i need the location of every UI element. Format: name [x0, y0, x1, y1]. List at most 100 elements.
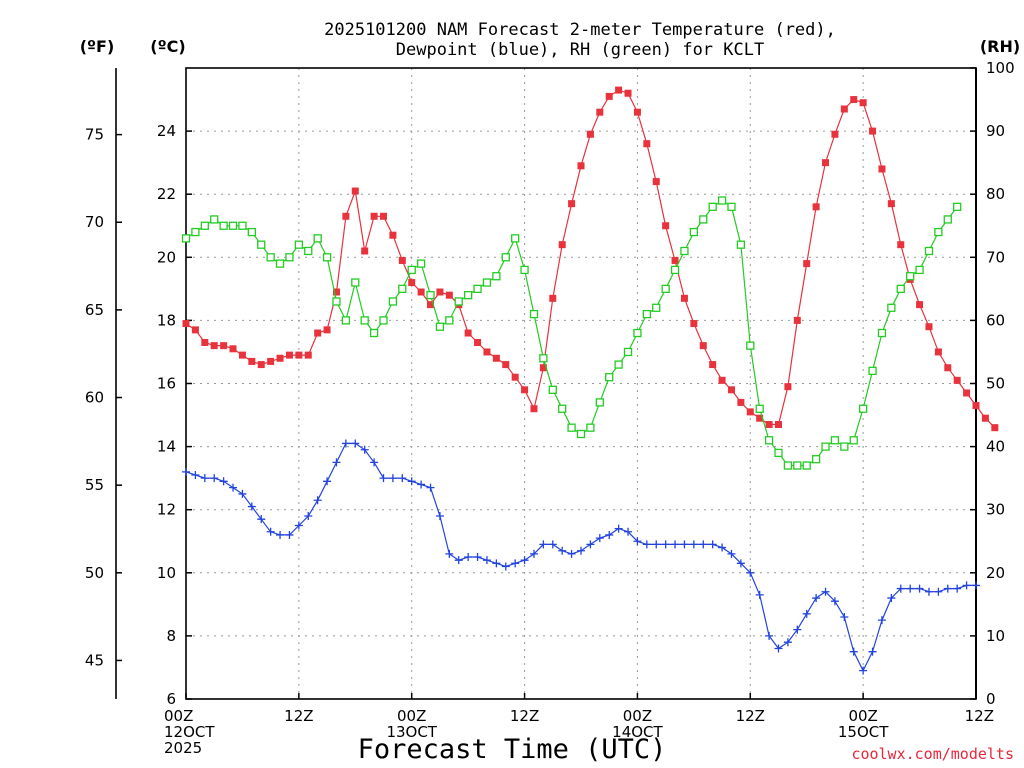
dewpoint-point [849, 647, 858, 656]
rh-point [595, 398, 604, 407]
2-meter-temperature-point [229, 345, 237, 353]
rh-point [398, 284, 407, 294]
2-meter-temperature-point [727, 386, 735, 394]
dewpoint-point [426, 483, 435, 492]
2-meter-temperature-point [934, 348, 942, 356]
2-meter-temperature-point [765, 421, 773, 429]
celsius-tick-label: 20 [157, 248, 176, 266]
2-meter-temperature-point [737, 398, 745, 406]
rh-point [529, 309, 539, 319]
rh-point [473, 284, 482, 294]
time-tick-label: 00Z [164, 707, 193, 725]
2-meter-temperature-point [445, 291, 453, 299]
rh-point [670, 265, 680, 275]
2-meter-temperature-point [304, 351, 312, 359]
dewpoint-point [577, 546, 585, 555]
2-meter-temperature-point [492, 354, 500, 362]
dewpoint-point [953, 584, 962, 593]
2-meter-temperature-point [972, 402, 980, 410]
dewpoint-point [435, 512, 444, 521]
dewpoint-point [548, 540, 557, 549]
dewpoint-point [191, 470, 200, 479]
dewpoint-point [219, 477, 228, 486]
2-meter-temperature-point [201, 338, 209, 346]
2-meter-temperature-point [831, 130, 839, 138]
dewpoint-point [341, 439, 350, 448]
2-meter-temperature-point [558, 241, 566, 249]
time-tick-label: 15OCT [838, 723, 889, 741]
2-meter-temperature-point [718, 376, 726, 384]
2-meter-temperature-point [680, 294, 688, 302]
2-meter-temperature-point [182, 320, 190, 328]
dewpoint-point [313, 496, 322, 505]
2-meter-temperature-point [502, 361, 510, 369]
dewpoint-point [492, 559, 501, 568]
time-tick-label: 14OCT [612, 723, 663, 741]
chart-title: 2025101200 NAM Forecast 2-meter Temperat… [324, 20, 836, 40]
dewpoint-point [972, 581, 980, 590]
dewpoint-point [210, 474, 219, 483]
celsius-ticks: 6 8 10 12 14 16 18 20 22 24 [157, 122, 192, 708]
dewpoint-point [558, 546, 567, 555]
dewpoint-point [868, 647, 877, 656]
2-meter-temperature-line [185, 89, 996, 429]
dewpoint-point [783, 638, 792, 647]
dewpoint-point [200, 474, 209, 483]
rh-point [351, 278, 360, 287]
dewpoint-point [614, 524, 623, 533]
2-meter-temperature-point [624, 89, 632, 97]
dewpoint-point [680, 540, 689, 549]
rh-point [708, 202, 717, 211]
dewpoint-point [906, 584, 915, 593]
dewpoint-line [185, 442, 976, 672]
dewpoint-point [229, 483, 238, 492]
rh-tick-label: 20 [986, 564, 1005, 582]
rh-point [793, 461, 802, 470]
2-meter-temperature-point [925, 323, 933, 331]
rh-point [943, 215, 952, 224]
2-meter-temperature-point [953, 376, 961, 384]
dewpoint-point [323, 477, 332, 486]
rh-axis-unit: (RH) [980, 37, 1020, 56]
rh-point [896, 284, 905, 294]
2-meter-temperature-point [878, 165, 886, 173]
2-meter-temperature-point [775, 421, 782, 429]
time-tick-label: 12Z [284, 707, 313, 725]
rh-point [426, 291, 435, 300]
2-meter-temperature-point [342, 212, 350, 220]
2-meter-temperature-point [568, 200, 576, 208]
2-meter-temperature-point [577, 162, 585, 170]
dewpoint-point [915, 584, 924, 593]
fahrenheit-tick-label: 50 [85, 564, 104, 582]
rh-tick-label: 100 [986, 59, 1015, 77]
rh-point [492, 272, 501, 281]
dewpoint-point [793, 625, 802, 634]
rh-point [586, 423, 595, 432]
celsius-tick-label: 24 [157, 122, 176, 140]
rh-point [642, 309, 651, 319]
rh-point [454, 297, 463, 306]
dewpoint-point [633, 537, 642, 546]
rh-point [633, 328, 642, 338]
2-meter-temperature-point [539, 364, 547, 372]
2-meter-temperature-point [633, 108, 641, 116]
2-meter-temperature-point [323, 326, 331, 334]
rh-point [482, 278, 492, 287]
dewpoint-point [812, 594, 821, 603]
2-meter-temperature-point [784, 383, 792, 391]
rh-point [191, 227, 200, 237]
rh-point [689, 227, 699, 237]
rh-point [680, 246, 689, 256]
rh-point [548, 385, 557, 394]
2-meter-temperature-point [380, 212, 387, 220]
2-meter-temperature-point [210, 342, 218, 350]
dewpoint-point [539, 540, 548, 549]
dewpoint-point [774, 644, 783, 653]
rh-tick-label: 70 [986, 248, 1005, 266]
rh-point [868, 366, 877, 376]
dewpoint-point [699, 540, 708, 549]
2-meter-temperature-point [690, 320, 698, 328]
rh-point [614, 360, 623, 369]
fahrenheit-ticks: 45 50 55 60 65 70 75 [85, 126, 122, 669]
celsius-tick-label: 16 [157, 375, 176, 393]
